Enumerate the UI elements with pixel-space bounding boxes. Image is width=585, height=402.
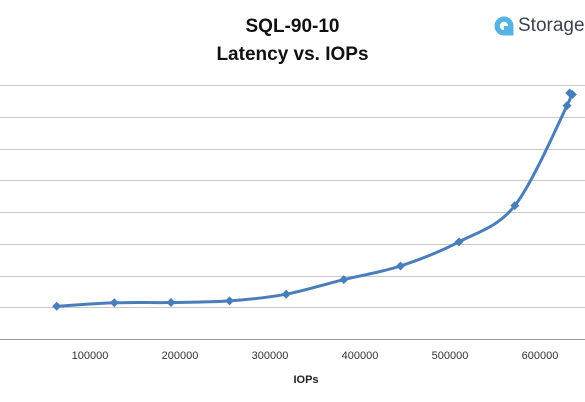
x-tick-label: 500000 — [432, 350, 469, 362]
x-tick-label: 600000 — [522, 350, 559, 362]
x-tick-label: 300000 — [252, 350, 289, 362]
data-markers — [52, 88, 577, 311]
chart-subtitle: Latency vs. IOPs — [216, 44, 369, 65]
data-point — [52, 301, 62, 311]
data-point — [109, 298, 119, 308]
data-point — [281, 289, 291, 299]
x-tick-labels: 100000 200000 300000 400000 500000 600000 — [72, 350, 559, 362]
data-point — [225, 296, 234, 306]
x-tick-label: 100000 — [72, 350, 109, 362]
data-point — [454, 237, 464, 247]
data-point — [339, 275, 349, 285]
data-point — [396, 261, 405, 271]
data-point — [562, 101, 572, 111]
storage-logo: Storage — [494, 14, 585, 38]
chart-title: SQL-90-10 — [245, 16, 340, 37]
data-point — [567, 90, 577, 100]
gridlines — [0, 85, 585, 340]
data-point — [510, 201, 520, 211]
x-tick-label: 200000 — [162, 350, 199, 362]
data-point — [166, 297, 176, 307]
logo-text: Storage — [518, 15, 585, 36]
x-axis-label: IOPs — [293, 374, 318, 386]
x-tick-label: 400000 — [342, 350, 379, 362]
logo-icon — [494, 16, 514, 36]
series-line — [55, 90, 574, 308]
